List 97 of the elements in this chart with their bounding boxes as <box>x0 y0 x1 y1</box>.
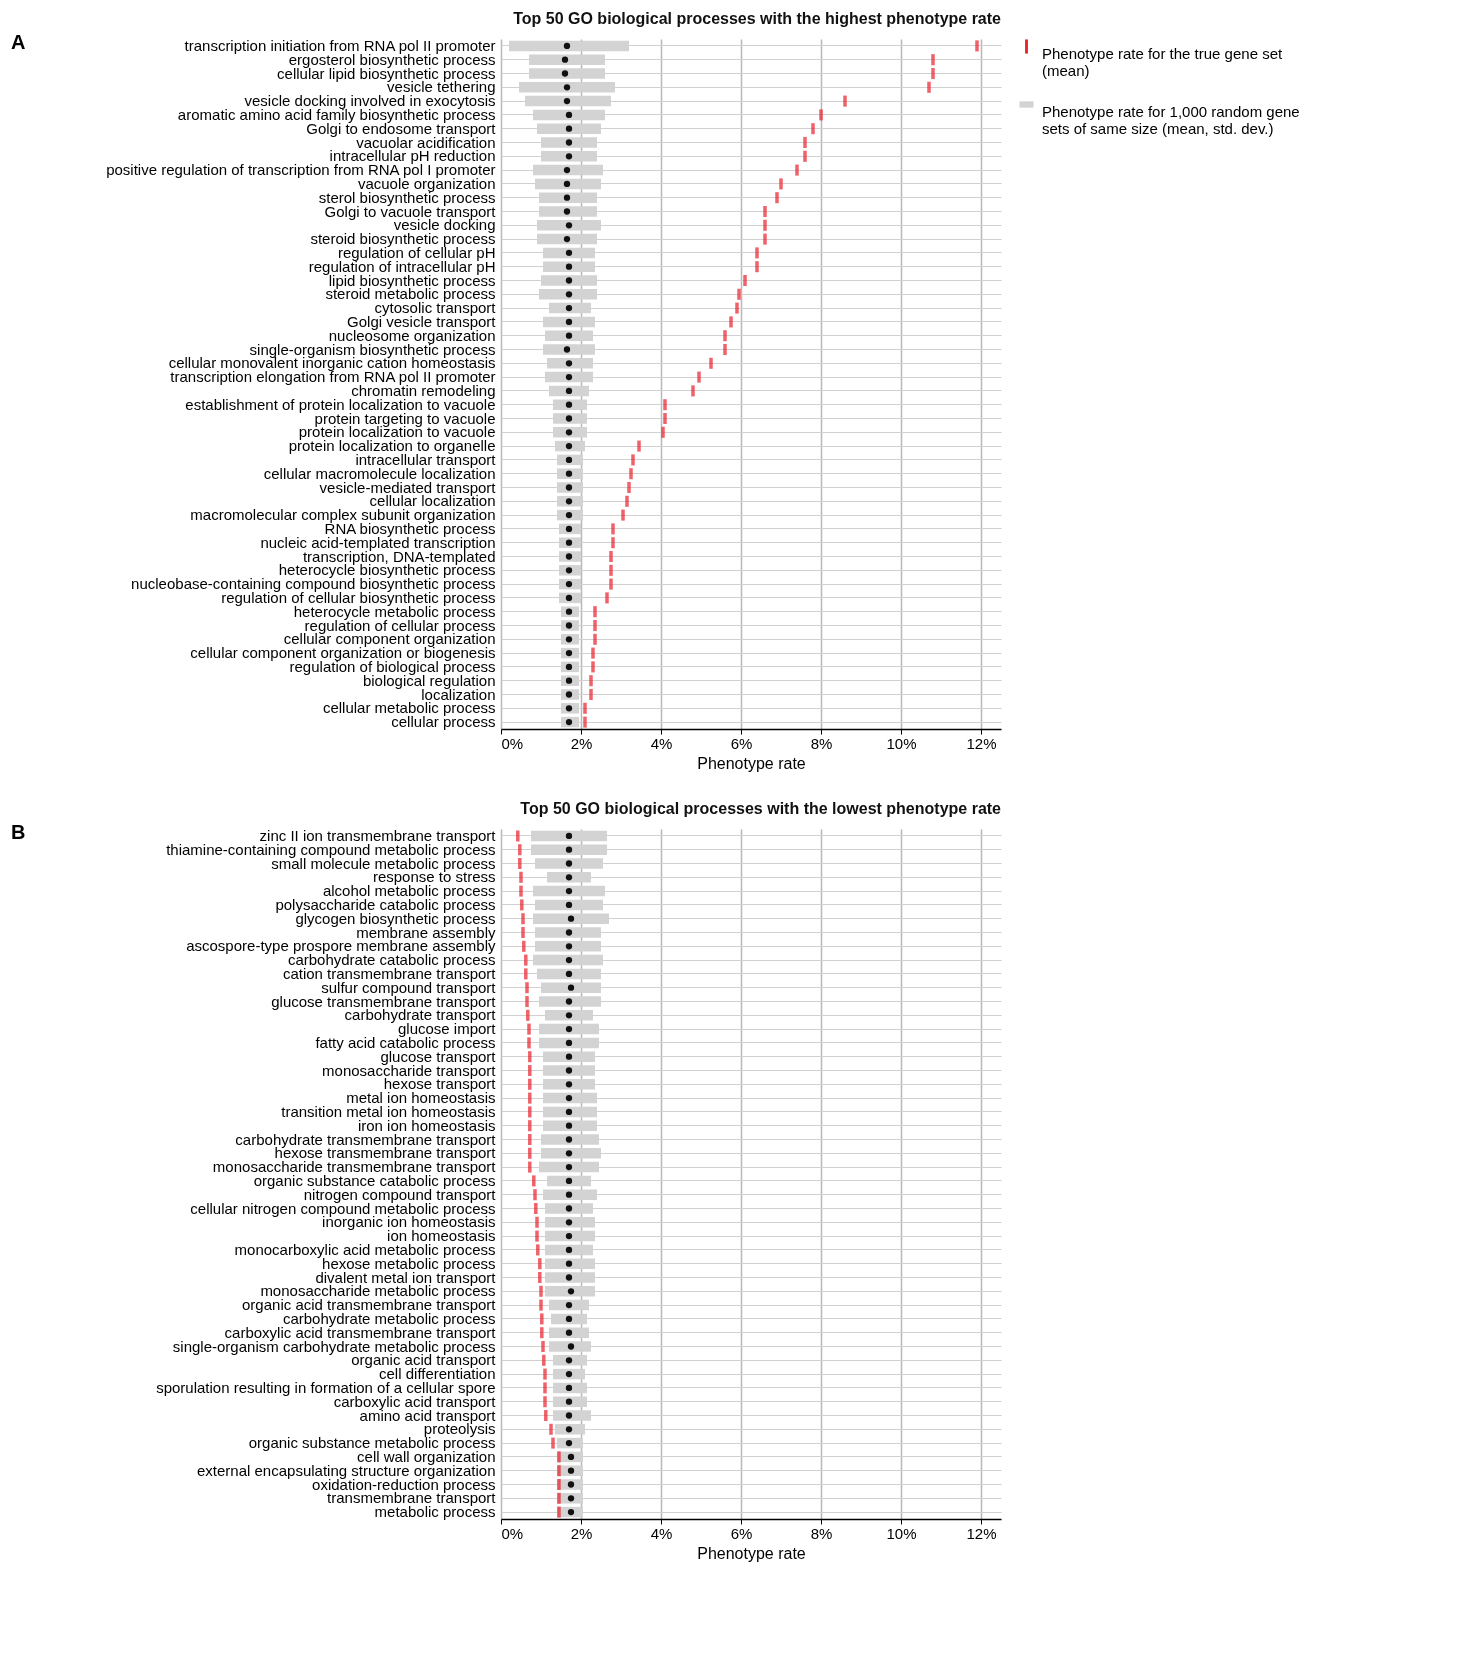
point <box>563 194 571 201</box>
x-tick-label: 0% <box>501 1524 524 1542</box>
x-tick-label: 0% <box>501 734 524 752</box>
point <box>565 1163 573 1171</box>
point <box>565 887 573 895</box>
point <box>565 1136 573 1143</box>
x-tick-label: 12% <box>966 734 997 752</box>
legend-label: Phenotype rate for 1,000 random gene sets of same size (mean, std. dev.) <box>1042 102 1300 137</box>
point <box>563 84 571 91</box>
text: B <box>11 821 26 843</box>
point <box>565 249 573 257</box>
point <box>565 998 573 1005</box>
x-tick-label: 6% <box>730 734 753 752</box>
point <box>563 235 571 243</box>
point <box>565 318 573 326</box>
point <box>561 70 569 77</box>
point <box>565 277 573 284</box>
x-tick-label: 2% <box>570 734 593 752</box>
point <box>565 956 573 964</box>
point <box>565 1301 573 1309</box>
legend-label: Phenotype rate for the true gene set (mean) <box>1042 44 1283 79</box>
point <box>563 346 571 353</box>
point <box>565 401 573 408</box>
point <box>565 415 573 422</box>
x-tick-label: 8% <box>810 1524 833 1542</box>
point <box>565 1329 573 1336</box>
point <box>565 153 573 160</box>
y-tick-label: intracellular pH reduction <box>329 147 496 165</box>
y-tick-label: sporulation resulting in formation of a cellular spore <box>156 1378 496 1396</box>
point <box>565 1398 573 1405</box>
point <box>565 943 573 950</box>
text: A <box>11 31 26 53</box>
point <box>565 901 573 909</box>
point <box>565 373 573 381</box>
point <box>565 1205 573 1212</box>
x-tick-label: 6% <box>730 1524 753 1542</box>
point <box>565 111 573 119</box>
point <box>563 180 571 188</box>
x-tick-label: 2% <box>570 1524 593 1542</box>
y-tick-label: ion homeostasis <box>387 1227 496 1245</box>
point <box>561 56 569 63</box>
point <box>565 1094 573 1102</box>
x-axis-title: Phenotype rate <box>697 754 806 772</box>
point <box>565 1260 573 1267</box>
point <box>565 387 573 395</box>
point <box>565 332 573 339</box>
point <box>565 222 573 229</box>
point <box>567 984 575 991</box>
point <box>565 1025 573 1033</box>
point <box>567 1343 575 1350</box>
point <box>565 1012 573 1019</box>
point <box>565 1246 573 1254</box>
point <box>565 139 573 146</box>
point <box>565 1108 573 1116</box>
chart-title: Top 50 GO biological processes with the highest phenotype rate <box>513 10 1002 27</box>
point <box>565 1053 573 1060</box>
point <box>567 1288 575 1295</box>
point <box>565 291 573 298</box>
point <box>565 970 573 978</box>
x-tick-label: 10% <box>886 734 917 752</box>
point <box>565 1177 573 1185</box>
point <box>565 304 573 312</box>
point <box>565 1274 573 1281</box>
x-tick-label: 10% <box>886 1524 917 1542</box>
point <box>565 1357 573 1364</box>
point <box>565 263 573 270</box>
point <box>565 832 573 840</box>
point <box>565 874 573 881</box>
y-tick-label: cellular metabolic process <box>322 699 496 717</box>
point <box>565 929 573 936</box>
point <box>565 1122 573 1129</box>
point <box>565 1067 573 1074</box>
x-tick-label: 12% <box>966 1524 997 1542</box>
point <box>565 1219 573 1226</box>
x-tick-label: 8% <box>810 734 833 752</box>
point <box>565 860 573 867</box>
point <box>565 1191 573 1198</box>
point <box>565 1081 573 1088</box>
point <box>563 208 571 215</box>
point <box>565 1412 573 1419</box>
x-tick-label: 4% <box>650 1524 673 1542</box>
point <box>565 1384 573 1392</box>
point <box>563 97 571 105</box>
point <box>563 42 571 50</box>
point <box>565 360 573 367</box>
point <box>565 429 573 436</box>
point <box>565 846 573 853</box>
point <box>565 1315 573 1323</box>
chart-title: Top 50 GO biological processes with the lowest phenotype rate <box>520 800 1002 817</box>
point <box>565 1039 573 1047</box>
x-tick-label: 4% <box>650 734 673 752</box>
x-axis-title: Phenotype rate <box>697 1544 806 1562</box>
point <box>565 1150 573 1157</box>
point <box>567 915 575 922</box>
point <box>565 1232 573 1240</box>
point <box>563 166 571 174</box>
point <box>565 125 573 132</box>
